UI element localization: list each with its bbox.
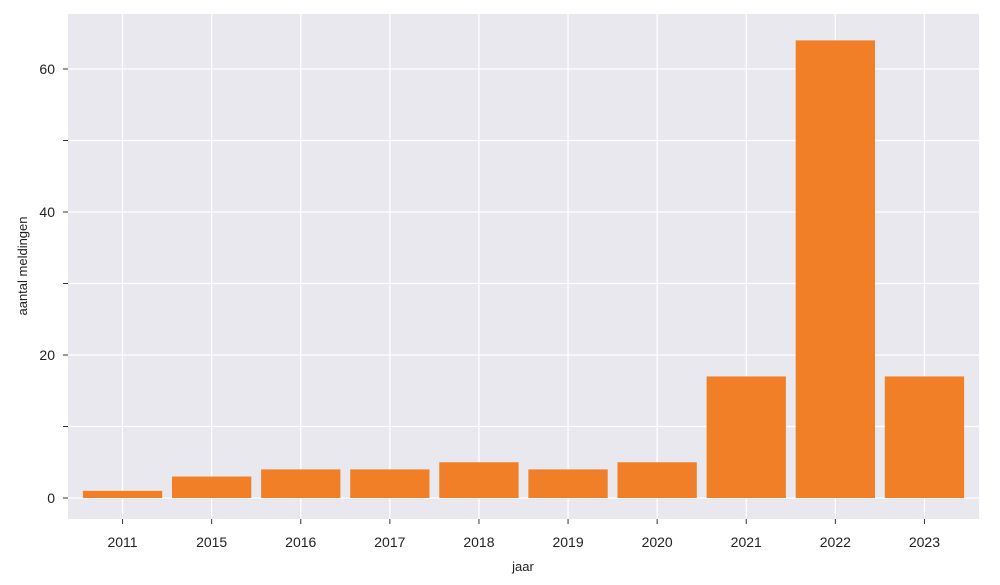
x-tick-label: 2021 [731,534,762,550]
bar-2020 [617,462,697,498]
x-tick-label: 2017 [374,534,405,550]
bars [82,40,965,499]
y-tick-label: 0 [47,490,55,506]
bar-2017 [350,469,430,498]
y-tick-label: 40 [39,204,55,220]
bar-2016 [261,469,341,498]
bar-2019 [528,469,608,498]
x-axis-title: jaar [511,559,534,574]
x-tick-label: 2020 [642,534,673,550]
x-axis-ticks: 2011 2015 2016 2017 2018 2019 2020 2021 2022 2023 [107,519,940,550]
x-tick-label: 2018 [463,534,494,550]
x-tick-label: 2022 [820,534,851,550]
bar-2022 [795,40,875,499]
x-tick-label: 2019 [552,534,583,550]
x-tick-label: 2015 [196,534,227,550]
bar-2023 [884,376,965,498]
bar-2015 [172,476,252,498]
bar-2011 [82,490,163,498]
x-tick-label: 2011 [107,534,137,550]
y-axis-title: aantal meldingen [15,216,30,315]
bar-2021 [706,376,786,498]
grid-lines [68,14,979,519]
x-tick-label: 2016 [285,534,316,550]
x-tick-label: 2023 [909,534,940,550]
y-axis-ticks: 0 20 40 60 [39,61,68,506]
y-tick-label: 20 [39,347,55,363]
y-tick-label: 60 [39,61,55,77]
bar-2018 [439,462,519,498]
